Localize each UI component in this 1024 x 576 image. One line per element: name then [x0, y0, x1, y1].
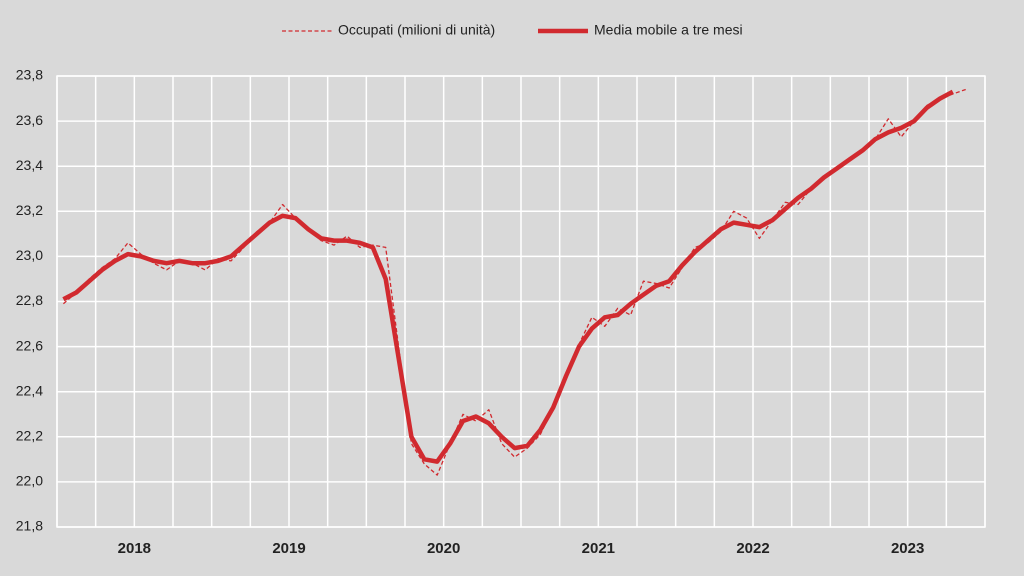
x-tick-label: 2019: [272, 540, 305, 557]
x-tick-label: 2023: [891, 540, 924, 557]
x-tick-label: 2021: [582, 540, 615, 557]
y-tick-label: 22,0: [16, 473, 43, 489]
x-tick-label: 2020: [427, 540, 460, 557]
y-tick-label: 23,0: [16, 247, 43, 263]
y-tick-label: 22,4: [16, 382, 43, 398]
legend-label: Occupati (milioni di unità): [338, 22, 495, 38]
x-tick-label: 2018: [118, 540, 151, 557]
x-tick-label: 2022: [736, 540, 769, 557]
y-tick-label: 22,6: [16, 337, 43, 353]
y-tick-label: 22,8: [16, 292, 43, 308]
y-tick-label: 23,6: [16, 112, 43, 128]
plot-frame: [56, 75, 986, 528]
series-line: [62, 88, 966, 476]
y-tick-label: 22,2: [16, 428, 43, 444]
y-tick-label: 21,8: [16, 518, 43, 534]
y-tick-label: 23,8: [16, 67, 43, 83]
series-line: [62, 89, 954, 464]
y-tick-label: 23,4: [16, 157, 43, 173]
legend-label: Media mobile a tre mesi: [594, 22, 743, 38]
y-tick-label: 23,2: [16, 202, 43, 218]
